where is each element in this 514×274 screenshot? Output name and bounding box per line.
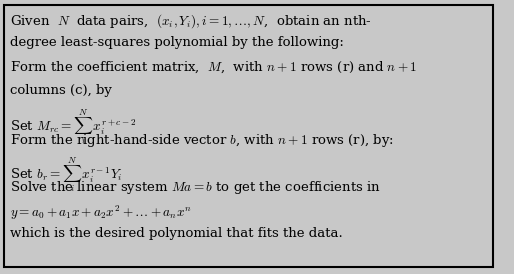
Text: which is the desired polynomial that fits the data.: which is the desired polynomial that fit… (10, 227, 343, 240)
Text: Set $b_r = \sum_i^N\, x_i^{r-1} Y_i$: Set $b_r = \sum_i^N\, x_i^{r-1} Y_i$ (10, 155, 123, 194)
Text: degree least-squares polynomial by the following:: degree least-squares polynomial by the f… (10, 36, 344, 49)
Text: columns (c), by: columns (c), by (10, 84, 112, 97)
Text: Solve the linear system $Ma = b$ to get the coefficients in: Solve the linear system $Ma = b$ to get … (10, 179, 381, 196)
Text: Set $M_{rc} = \sum_i^N\, x_i^{r+c-2}$: Set $M_{rc} = \sum_i^N\, x_i^{r+c-2}$ (10, 108, 137, 146)
Text: Form the coefficient matrix,  $M$,  with $n+1$ rows (r) and $n+1$: Form the coefficient matrix, $M$, with $… (10, 60, 417, 75)
Text: $y = a_0 + a_1 x + a_2 x^2 + \ldots + a_n x^n$: $y = a_0 + a_1 x + a_2 x^2 + \ldots + a_… (10, 203, 192, 221)
Text: Given  $N$  data pairs,  $(x_i, Y_i), i = 1, \ldots, N$,  obtain an nth-: Given $N$ data pairs, $(x_i, Y_i), i = 1… (10, 12, 372, 30)
Text: Form the right-hand-side vector $b$, with $n+1$ rows (r), by:: Form the right-hand-side vector $b$, wit… (10, 132, 394, 149)
